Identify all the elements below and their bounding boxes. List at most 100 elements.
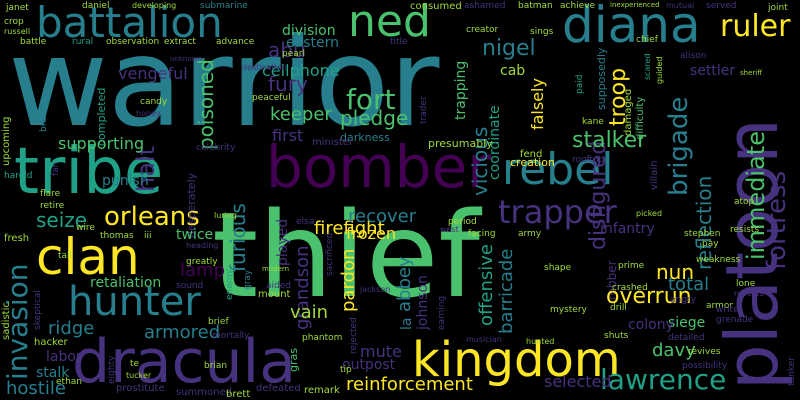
word-shuts: shuts	[604, 331, 629, 341]
word-developing: developing	[132, 1, 177, 10]
word-siege: siege	[668, 315, 706, 331]
word-mortally: mortally	[212, 331, 250, 341]
word-overrun: overrun	[606, 284, 692, 309]
word-mystery: mystery	[550, 305, 587, 315]
word-fury: fury	[268, 72, 308, 96]
word-fan: fan	[51, 161, 61, 176]
word-aided: aided	[266, 281, 291, 291]
word-abu: abu	[268, 38, 306, 62]
word-scared: scared	[643, 53, 652, 80]
word-pardon: pardon	[338, 248, 359, 312]
word-enemy: enemy	[225, 269, 235, 300]
word-sadistic: sadistic	[1, 302, 12, 340]
word-bomber: bomber	[266, 133, 492, 201]
word-elsa: elsa	[296, 217, 315, 227]
word-lone: lone	[736, 279, 756, 289]
word-thief: thief	[212, 186, 480, 324]
word-davy: davy	[652, 340, 696, 361]
word-battle: battle	[20, 37, 47, 47]
word-flare: flare	[40, 189, 61, 199]
word-nigel: nigel	[482, 36, 536, 61]
word-earning: earning	[437, 295, 447, 330]
word-sheriff: sheriff	[740, 69, 763, 77]
word-total: total	[668, 274, 710, 295]
word-advance: advance	[216, 37, 255, 47]
word-seize: seize	[36, 208, 88, 232]
word-hostile: hostile	[6, 378, 66, 399]
word-defeated: defeated	[256, 383, 301, 394]
word-trapper: trapper	[498, 193, 617, 231]
word-fend: fend	[520, 149, 543, 160]
word-sacrificed: sacrificed	[325, 232, 335, 276]
word-villain: villain	[649, 160, 660, 191]
word-ned: ned	[348, 0, 431, 47]
word-tip: tip	[340, 365, 352, 375]
word-creator: creator	[466, 25, 499, 35]
word-vengeful: vengeful	[118, 64, 188, 83]
word-stalker: stalker	[572, 128, 647, 153]
word-iii: iii	[144, 231, 152, 241]
word-russell: russell	[4, 27, 31, 36]
word-recover: recover	[348, 206, 417, 227]
word-mount: mount	[258, 289, 291, 300]
word-sound: sound	[176, 281, 204, 291]
word-brian: brian	[204, 361, 228, 371]
word-angry: angry	[670, 295, 696, 305]
word-kane: kane	[582, 117, 604, 127]
word-paid: paid	[575, 74, 585, 94]
word-batman: batman	[518, 1, 553, 11]
word-possibility: possibility	[682, 361, 728, 371]
word-supporting: supporting	[58, 134, 145, 153]
word-candy: candy	[140, 97, 168, 107]
word-thomas: thomas	[100, 231, 134, 241]
word-phantom: phantom	[302, 333, 343, 343]
word-stalk: stalk	[36, 365, 70, 381]
word-harold: harold	[4, 171, 33, 181]
word-ashamed: ashamed	[464, 1, 506, 11]
word-la: la	[399, 317, 415, 330]
word-achieve: achieve	[560, 1, 596, 11]
word-brett: brett	[226, 389, 251, 400]
word-trapping: trapping	[453, 60, 469, 120]
word-title: title	[390, 37, 408, 47]
word-janet: janet	[6, 3, 29, 13]
word-clan: clan	[36, 228, 140, 286]
word-retaliation: retaliation	[90, 275, 162, 291]
word-chief: chief	[636, 35, 658, 45]
word-presumably: presumably	[428, 137, 493, 150]
word-branch: branch	[39, 100, 49, 132]
word-cab: cab	[500, 63, 526, 79]
word-diana: diana	[562, 0, 701, 54]
word-destination: destination	[242, 63, 287, 72]
word-crop: crop	[4, 17, 24, 27]
word-stephen: stephen	[684, 229, 721, 239]
word-frozen: frozen	[346, 224, 397, 243]
word-fort: fort	[346, 83, 396, 116]
word-alison: alison	[680, 51, 707, 61]
word-hunter: hunter	[68, 279, 201, 325]
word-twice: twice	[176, 227, 214, 243]
word-musician: musician	[466, 335, 502, 344]
word-division: division	[282, 23, 336, 39]
word-brigade: brigade	[664, 96, 694, 196]
word-picked: picked	[636, 209, 663, 218]
word-tucker: tucker	[126, 371, 152, 380]
word-writer: writer	[716, 305, 743, 315]
word-armored: armored	[144, 322, 221, 343]
word-heading: heading	[186, 241, 219, 250]
word-te: te	[130, 359, 140, 369]
word-eastern: eastern	[286, 35, 339, 51]
word-first: first	[272, 126, 304, 145]
word-grenade: grenade	[716, 315, 754, 325]
word-darkness: darkness	[340, 131, 390, 144]
word-submarine: submarine	[200, 1, 248, 11]
word-unknown: unknown	[170, 55, 202, 63]
word-atop: atop	[734, 197, 755, 207]
word-infantry: infantry	[600, 221, 655, 237]
word-inexperienced: inexperienced	[610, 1, 660, 9]
word-mute: mute	[360, 342, 402, 361]
word-crashed: crashed	[612, 283, 648, 293]
word-abbey: abbey	[394, 256, 415, 312]
word-summoned: summoned	[176, 387, 232, 398]
